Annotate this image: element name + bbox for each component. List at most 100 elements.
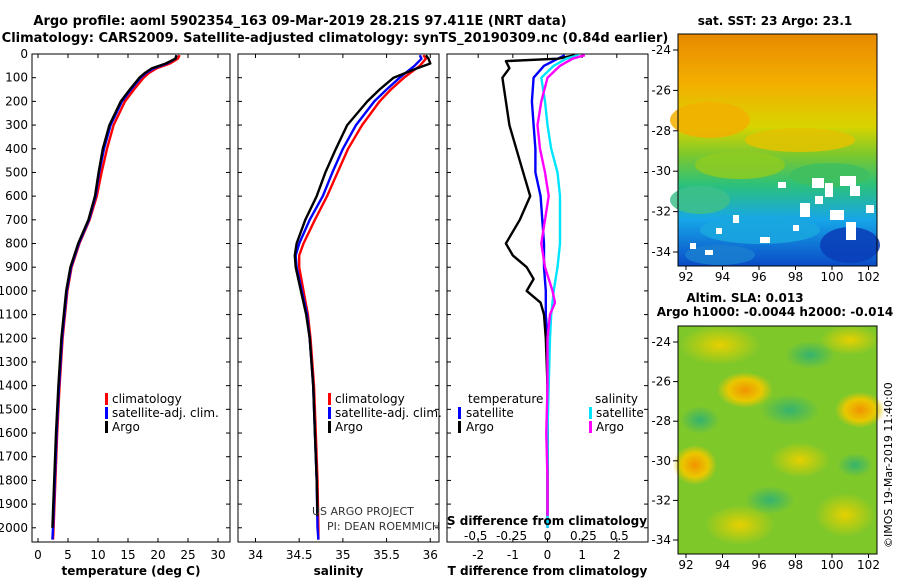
legend-label-satellite: satellite-adj. clim. [335,406,442,420]
depth-tick-label: 1100 [0,308,28,322]
difference-panel: -2 -1 0 1 2 -0.5 -0.25 0 0.25 0.5 T difference fro… [446,53,649,578]
legend-label-s-argo: Argo [596,420,624,434]
depth-tick-label: 2000 [0,521,28,535]
map-y-tick-label: -26 [651,375,671,389]
s-x-tick-label: 0 [544,529,552,543]
legend-swatch-t-satellite [458,407,461,419]
plot-frame [237,53,440,543]
map-y-tick-label: -30 [651,454,671,468]
x-tick-label: 35.5 [373,548,400,562]
map-x-tick-label: 94 [715,270,730,284]
depth-tick-label: 1400 [0,379,28,393]
x-axis-label: salinity [314,564,364,578]
series-line-argo [293,54,432,516]
sla-map-title-1: Altim. SLA: 0.013 [686,291,803,305]
map-x-tick-label: 92 [678,558,693,572]
map-x-tick-label: 102 [857,270,880,284]
sla-map-frame [677,325,878,555]
series-line-satellite-adj-clim- [294,54,423,540]
depth-tick-label: 900 [5,260,28,274]
map-y-tick-label: -24 [651,335,671,349]
depth-tick-label: 700 [5,213,28,227]
title-line-2: Climatology: CARS2009. Satellite-adjuste… [2,31,669,46]
sla-map-xaxis: 92 94 96 98 100 102 [678,554,880,572]
legend-swatch-s-argo [589,421,592,433]
depth-tick-label: 100 [5,71,28,85]
map-x-tick-label: 102 [857,558,880,572]
s-x-tick-label: 0.25 [570,529,597,543]
x-tick-label: 10 [90,548,105,562]
map-y-tick-label: -34 [651,245,671,259]
map-y-tick-label: -30 [651,164,671,178]
map-x-tick-label: 94 [715,558,730,572]
series-line-climatology [51,54,181,540]
credit-pi: PI: DEAN ROEMMICH [327,520,440,533]
s-axis-title: S difference from climatology [447,514,647,528]
depth-tick-label: 1300 [0,355,28,369]
legend-title-temperature: temperature [468,392,543,406]
sla-map: Altim. SLA: 0.013 Argo h1000: -0.0044 h2… [651,291,893,572]
x-tick-label: 2 [613,548,621,562]
depth-tick-label: 1900 [0,497,28,511]
series-line-argo [51,54,178,528]
depth-tick-label: 400 [5,142,28,156]
legend-swatch-argo [105,421,108,433]
x-tick-label: 36 [423,548,438,562]
temperature-legend: climatology satellite-adj. clim. Argo [105,392,219,434]
depth-tick-label: 0 [20,47,28,61]
map-y-tick-label: -26 [651,83,671,97]
depth-tick-label: 200 [5,94,28,108]
s-x-tick-label: -0.5 [464,529,487,543]
legend-swatch-argo [328,421,331,433]
temperature-panel: 0100200300400500600700800900100011001200… [0,47,231,578]
sst-map-yaxis: -24 -26 -28 -30 -32 -34 [651,43,678,259]
x-axis-label: temperature (deg C) [62,564,201,578]
legend-swatch-s-satellite [589,407,592,419]
sst-map-title: sat. SST: 23 Argo: 23.1 [698,14,852,28]
map-x-tick-label: 100 [821,558,844,572]
x-tick-label: 0 [544,548,552,562]
sst-map-frame [677,33,878,267]
title-line-1: Argo profile: aoml 5902354_163 09-Mar-20… [33,14,566,29]
x-axis-label: T difference from climatology [448,564,648,578]
series-line-climatology [298,54,428,540]
legend-swatch-t-argo [458,421,461,433]
x-tick-label: 15 [120,548,135,562]
series-line-satellite-adj-clim- [51,54,178,540]
salinity-legend: climatology satellite-adj. clim. Argo US… [312,392,442,533]
legend-swatch-climatology [328,393,331,405]
map-x-tick-label: 98 [788,558,803,572]
depth-tick-label: 300 [5,118,28,132]
map-y-tick-label: -24 [651,43,671,57]
x-tick-label: -1 [507,548,519,562]
x-tick-label: 1 [578,548,586,562]
depth-tick-label: 1500 [0,402,28,416]
plot-frame [31,53,231,543]
map-y-tick-label: -28 [651,414,671,428]
depth-tick-label: 500 [5,165,28,179]
depth-tick-label: 1600 [0,426,28,440]
depth-tick-label: 1800 [0,473,28,487]
map-y-tick-label: -34 [651,533,671,547]
sst-map: sat. SST: 23 Argo: 23.1 -24-26-28-30-32-… [651,14,880,284]
map-x-tick-label: 100 [821,270,844,284]
x-tick-label: 20 [150,548,165,562]
legend-label-argo: Argo [112,420,140,434]
x-tick-label: 35 [335,548,350,562]
x-tick-label: 34.5 [286,548,313,562]
legend-swatch-climatology [105,393,108,405]
legend-label-satellite: satellite-adj. clim. [112,406,219,420]
map-x-tick-label: 96 [751,270,766,284]
legend-label-argo: Argo [335,420,363,434]
series-line-s-argo [536,54,586,516]
imos-stamp: ©IMOS 19-Mar-2019 11:40:00 [882,382,895,548]
legend-label-climatology: climatology [335,392,405,406]
x-tick-label: 34 [248,548,263,562]
sst-map-cloud-mask [690,176,874,255]
map-y-tick-label: -32 [651,205,671,219]
sla-map-patches [673,325,885,545]
s-x-tick-label: -0.25 [496,529,527,543]
depth-tick-label: 1000 [0,284,28,298]
legend-label-t-argo: Argo [466,420,494,434]
